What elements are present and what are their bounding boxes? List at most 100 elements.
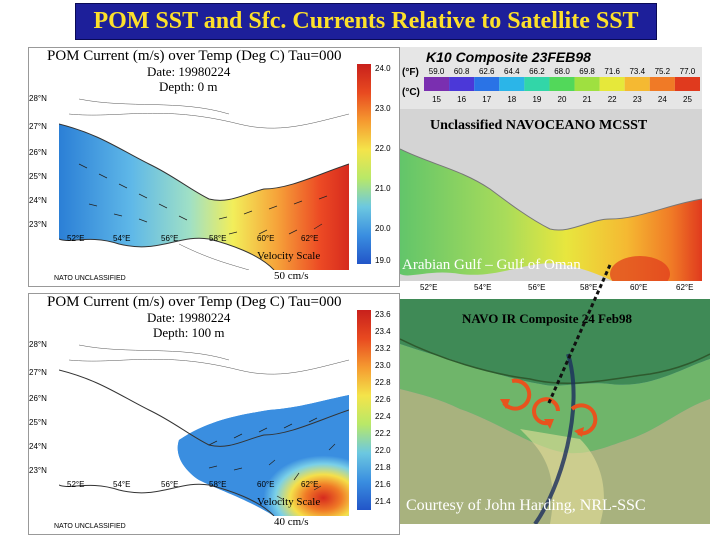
celsius-tick: 19 — [532, 95, 541, 104]
scale-swatch — [599, 77, 625, 91]
colorbar-label: 23.0 — [375, 104, 391, 113]
lon-label: 60°E — [257, 234, 275, 243]
colorbar-label: 24.0 — [375, 64, 391, 73]
satellite-sst-map — [400, 109, 702, 295]
lat-label: 23°N — [29, 466, 47, 475]
fahrenheit-tick: 62.6 — [479, 67, 495, 76]
colorbar-label: 22.2 — [375, 429, 391, 438]
scale-swatch — [424, 77, 450, 91]
scale-swatch — [649, 77, 675, 91]
depth-temperature-map — [59, 340, 349, 516]
lat-label: 27°N — [29, 122, 47, 131]
model-date: Date: 19980224 — [147, 64, 231, 79]
colorbar-label: 20.0 — [375, 224, 391, 233]
colorbar-label: 21.0 — [375, 184, 391, 193]
lon-label: 60°E — [257, 480, 275, 489]
lat-label: 26°N — [29, 148, 47, 157]
celsius-tick: 21 — [583, 95, 592, 104]
scale-swatch — [499, 77, 525, 91]
colorbar-label: 22.8 — [375, 378, 391, 387]
lon-label: 54°E — [474, 283, 492, 292]
colorbar-label: 21.4 — [375, 497, 391, 506]
lon-label: 54°E — [113, 480, 131, 489]
celsius-tick: 18 — [507, 95, 516, 104]
lon-label: 52°E — [420, 283, 438, 292]
colorbar-label: 21.8 — [375, 463, 391, 472]
fahrenheit-tick: 59.0 — [429, 67, 445, 76]
model-header: POM Current (m/s) over Temp (Deg C) Tau=… — [47, 294, 342, 310]
colorbar-label: 22.0 — [375, 446, 391, 455]
scale-swatch — [674, 77, 700, 91]
eddy-arrow-1 — [502, 378, 532, 411]
colorbar-label: 23.2 — [375, 344, 391, 353]
eddy-arrow-2 — [532, 397, 560, 426]
scale-swatch — [449, 77, 475, 91]
celsius-tick: 24 — [658, 95, 667, 104]
lon-label: 52°E — [67, 480, 85, 489]
lat-label: 25°N — [29, 172, 47, 181]
model-header: POM Current (m/s) over Temp (Deg C) Tau=… — [47, 48, 342, 64]
satellite-classification: Unclassified NAVOCEANO MCSST — [430, 118, 648, 133]
classification-label: NATO UNCLASSIFIED — [54, 275, 126, 282]
lat-label: 26°N — [29, 394, 47, 403]
celsius-tick: 23 — [633, 95, 642, 104]
lat-label: 25°N — [29, 418, 47, 427]
fahrenheit-tick: 75.2 — [655, 67, 671, 76]
model-depth: Depth: 100 m — [153, 325, 225, 340]
scale-swatch — [624, 77, 650, 91]
celsius-tick: 16 — [457, 95, 466, 104]
fahrenheit-tick: 77.0 — [680, 67, 696, 76]
velocity-scale-value: 50 cm/s — [274, 270, 309, 282]
ir-composite-image — [400, 299, 710, 524]
lon-label: 62°E — [676, 283, 694, 292]
colorbar-label: 23.4 — [375, 327, 391, 336]
celsius-tick: 20 — [558, 95, 567, 104]
ir-composite-header: NAVO IR Composite 24 Feb98 — [462, 311, 632, 326]
fahrenheit-tick: 60.8 — [454, 67, 470, 76]
lat-label: 28°N — [29, 340, 47, 349]
fahrenheit-tick: 73.4 — [629, 67, 645, 76]
satellite-header: K10 Composite 23FEB98 — [426, 49, 591, 65]
lon-label: 60°E — [630, 283, 648, 292]
model-date: Date: 19980224 — [147, 310, 231, 325]
lon-label: 52°E — [67, 234, 85, 243]
depth-colorbar — [357, 310, 371, 510]
colorbar-label: 22.4 — [375, 412, 391, 421]
celsius-tick: 15 — [432, 95, 441, 104]
celsius-tick: 17 — [482, 95, 491, 104]
lon-label: 62°E — [301, 480, 319, 489]
scale-swatch — [549, 77, 575, 91]
lon-label: 56°E — [528, 283, 546, 292]
velocity-scale-label: Velocity Scale — [257, 250, 321, 262]
surface-temperature-map — [59, 94, 349, 270]
lon-label: 58°E — [209, 480, 227, 489]
lat-label: 27°N — [29, 368, 47, 377]
region-label: Arabian Gulf – Gulf of Oman — [402, 257, 581, 273]
dashed-connector-line — [546, 264, 612, 406]
scale-swatch — [474, 77, 500, 91]
lon-label: 56°E — [161, 234, 179, 243]
fahrenheit-tick: 64.4 — [504, 67, 520, 76]
fahrenheit-tick: 71.6 — [604, 67, 620, 76]
colorbar-label: 22.0 — [375, 144, 391, 153]
fahrenheit-label: (°F) — [402, 67, 419, 78]
celsius-tick: 22 — [608, 95, 617, 104]
colorbar-label: 23.0 — [375, 361, 391, 370]
classification-label: NATO UNCLASSIFIED — [54, 523, 126, 530]
top-satellite-panel: K10 Composite 23FEB98 (°F) (°C) 59.0 15 60… — [400, 47, 702, 295]
velocity-scale-value: 40 cm/s — [274, 516, 309, 528]
celsius-label: (°C) — [402, 87, 420, 98]
scale-swatch — [524, 77, 550, 91]
fahrenheit-tick: 69.8 — [579, 67, 595, 76]
celsius-tick: 25 — [683, 95, 692, 104]
slide-title-bar: POM SST and Sfc. Currents Relative to Sa… — [75, 3, 657, 40]
slide-title: POM SST and Sfc. Currents Relative to Sa… — [93, 8, 639, 34]
lon-label: 58°E — [580, 283, 598, 292]
velocity-scale-label: Velocity Scale — [257, 496, 321, 508]
bottom-model-panel: POM Current (m/s) over Temp (Deg C) Tau=… — [28, 293, 400, 535]
bottom-satellite-panel: NAVO IR Composite 24 Feb98 Courtesy of J… — [400, 299, 710, 524]
colorbar-label: 22.6 — [375, 395, 391, 404]
model-map-100m — [59, 340, 349, 516]
top-model-panel: POM Current (m/s) over Temp (Deg C) Tau=… — [28, 47, 400, 287]
lat-label: 28°N — [29, 94, 47, 103]
